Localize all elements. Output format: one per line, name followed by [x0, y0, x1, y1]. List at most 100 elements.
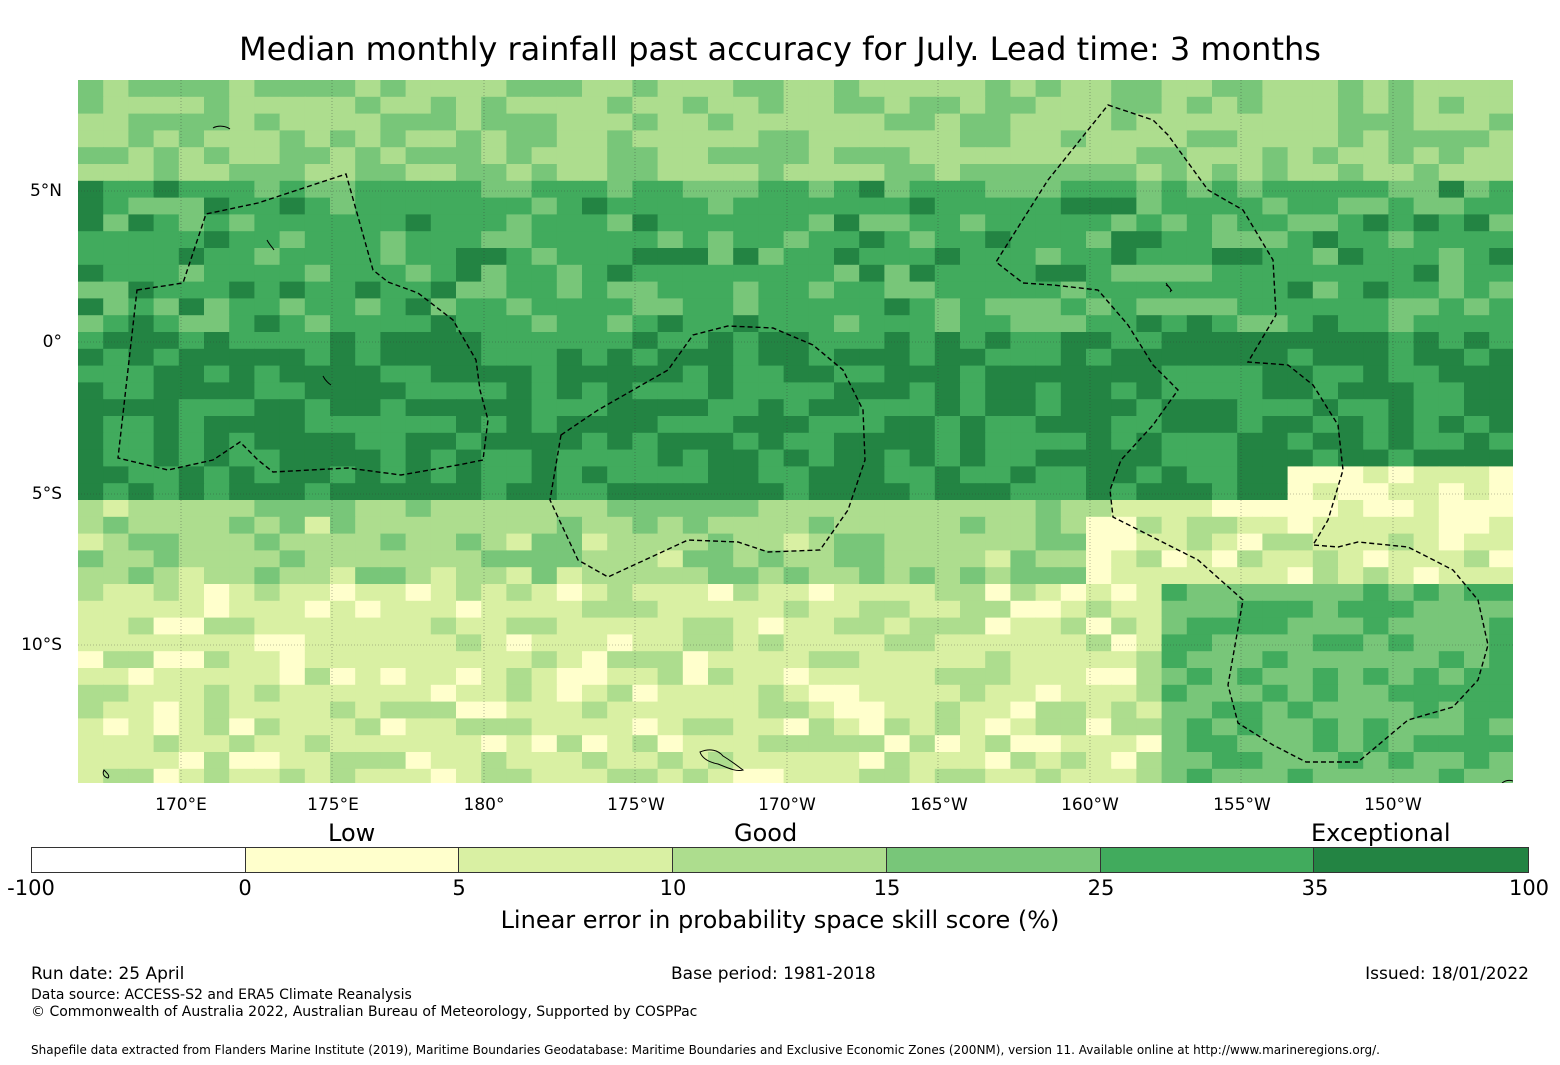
- skill-cell: [355, 768, 381, 783]
- skill-cell: [960, 147, 986, 165]
- skill-cell: [380, 483, 407, 501]
- skill-cell: [884, 617, 911, 635]
- skill-cell: [1010, 735, 1037, 753]
- skill-cell: [582, 449, 608, 467]
- skill-cell: [1161, 651, 1188, 669]
- skill-cell: [279, 634, 306, 652]
- skill-cell: [254, 365, 281, 383]
- skill-cell: [1438, 130, 1465, 148]
- skill-cell: [254, 449, 281, 467]
- skill-cell: [178, 214, 205, 232]
- skill-cell: [632, 281, 659, 299]
- skill-cell: [1262, 332, 1289, 350]
- skill-cell: [834, 466, 860, 484]
- skill-cell: [960, 231, 986, 249]
- skill-cell: [808, 365, 835, 383]
- skill-cell: [1413, 701, 1440, 719]
- skill-cell: [884, 701, 911, 719]
- skill-cell: [1010, 684, 1037, 703]
- skill-cell: [1464, 701, 1490, 719]
- skill-cell: [506, 567, 533, 585]
- skill-cell: [960, 718, 986, 736]
- skill-cell: [1388, 466, 1415, 484]
- skill-cell: [632, 735, 659, 753]
- skill-cell: [632, 584, 659, 602]
- skill-cell: [985, 600, 1011, 619]
- skill-cell: [909, 248, 936, 266]
- skill-cell: [1363, 651, 1389, 669]
- skill-cell: [1388, 365, 1415, 383]
- skill-cell: [456, 768, 482, 783]
- skill-cell: [1262, 164, 1289, 182]
- skill-cell: [531, 466, 558, 484]
- skill-cell: [355, 130, 381, 148]
- skill-cell: [103, 449, 129, 467]
- skill-cell: [254, 735, 281, 753]
- skill-cell: [1464, 96, 1490, 115]
- skill-cell: [808, 651, 835, 669]
- skill-cell: [279, 281, 306, 299]
- skill-cell: [1237, 718, 1263, 736]
- skill-cell: [1186, 264, 1213, 283]
- skill-cell: [1010, 298, 1037, 316]
- skill-cell: [1363, 584, 1389, 602]
- skill-cell: [279, 449, 306, 467]
- skill-cell: [178, 684, 205, 703]
- skill-cell: [1186, 768, 1213, 783]
- skill-cell: [1413, 684, 1440, 703]
- skill-cell: [128, 147, 155, 165]
- skill-cell: [254, 113, 281, 131]
- skill-cell: [481, 416, 507, 434]
- skill-cell: [884, 382, 911, 400]
- skill-cell: [1136, 735, 1163, 753]
- skill-cell: [1413, 416, 1440, 434]
- skill-cell: [153, 449, 180, 467]
- skill-cell: [430, 684, 457, 703]
- skill-cell: [178, 768, 205, 783]
- skill-cell: [405, 701, 432, 719]
- skill-cell: [456, 180, 482, 199]
- skill-cell: [204, 298, 230, 316]
- skill-cell: [733, 668, 759, 686]
- skill-cell: [1010, 584, 1037, 602]
- skill-cell: [456, 500, 482, 518]
- skill-cell: [1060, 130, 1087, 148]
- skill-cell: [1338, 651, 1364, 669]
- skill-cell: [103, 533, 129, 551]
- skill-cell: [1161, 617, 1188, 635]
- skill-cell: [355, 231, 381, 249]
- skill-cell: [103, 516, 129, 535]
- skill-cell: [355, 500, 381, 518]
- skill-cell: [682, 634, 709, 652]
- skill-cell: [204, 600, 230, 619]
- skill-cell: [909, 584, 936, 602]
- skill-cell: [884, 432, 911, 451]
- skill-cell: [1464, 365, 1490, 383]
- skill-cell: [1438, 348, 1465, 367]
- skill-cell: [682, 348, 709, 367]
- skill-cell: [380, 701, 407, 719]
- skill-cell: [1010, 348, 1037, 367]
- skill-cell: [128, 500, 155, 518]
- skill-cell: [304, 684, 331, 703]
- skill-cell: [1161, 332, 1188, 350]
- skill-cell: [78, 768, 104, 783]
- skill-cell: [708, 600, 734, 619]
- skill-cell: [456, 281, 482, 299]
- skill-cell: [1262, 382, 1289, 400]
- skill-cell: [657, 281, 684, 299]
- skill-cell: [153, 684, 180, 703]
- skill-cell: [304, 735, 331, 753]
- skill-cell: [78, 180, 104, 199]
- skill-cell: [1363, 164, 1389, 182]
- skill-cell: [607, 147, 633, 165]
- skill-cell: [153, 130, 180, 148]
- skill-cell: [128, 231, 155, 249]
- skill-cell: [556, 500, 583, 518]
- skill-cell: [1312, 96, 1339, 115]
- skill-cell: [985, 752, 1011, 770]
- skill-cell: [834, 164, 860, 182]
- skill-cell: [254, 668, 281, 686]
- skill-cell: [632, 684, 659, 703]
- skill-cell: [758, 298, 785, 316]
